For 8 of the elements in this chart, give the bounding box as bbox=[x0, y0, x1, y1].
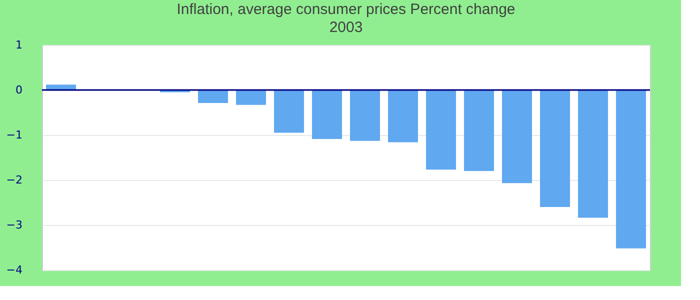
y-tick-label: −3 bbox=[6, 218, 22, 232]
chart-title: Inflation, average consumer prices Percent change bbox=[176, 1, 516, 18]
y-tick-label: 1 bbox=[16, 38, 22, 52]
y-tick-label: −1 bbox=[6, 128, 22, 142]
y-tick-label: −4 bbox=[6, 264, 22, 276]
y-tick-label: −2 bbox=[6, 174, 22, 186]
y-tick-label: 0 bbox=[16, 84, 22, 96]
chart-subtitle: 2003 bbox=[329, 19, 363, 36]
